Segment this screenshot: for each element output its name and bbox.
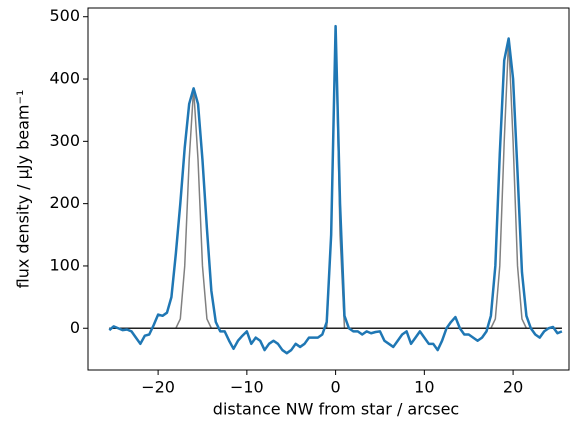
y-tick-label: 500: [49, 6, 80, 25]
y-tick-label: 0: [70, 318, 80, 337]
x-tick-label: −10: [230, 378, 264, 397]
y-tick-label: 400: [49, 69, 80, 88]
y-tick-label: 200: [49, 193, 80, 212]
y-tick-label: 300: [49, 131, 80, 150]
x-tick-label: −20: [141, 378, 175, 397]
y-axis-label: flux density / μJy beam⁻¹: [14, 90, 33, 289]
x-tick-label: 10: [414, 378, 434, 397]
x-tick-label: 0: [331, 378, 341, 397]
data-line: [108, 24, 563, 355]
x-axis-label: distance NW from star / arcsec: [213, 400, 459, 419]
y-tick-label: 100: [49, 255, 80, 274]
plot-frame: [87, 7, 570, 371]
x-tick-label: 20: [503, 378, 523, 397]
